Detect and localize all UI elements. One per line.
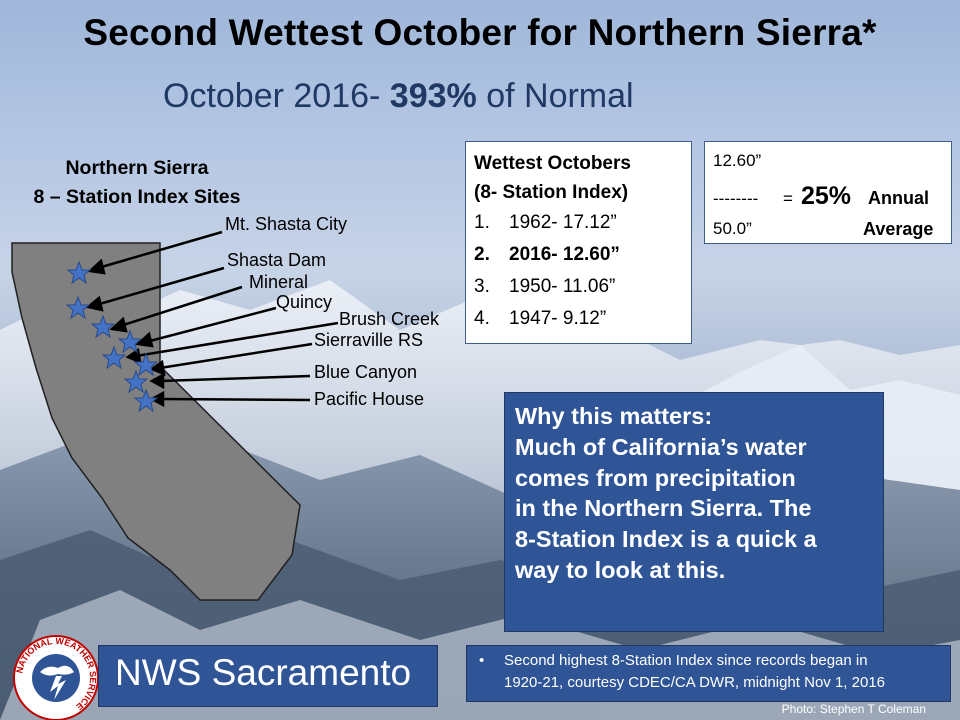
- wettest-row: 2. 2016- 12.60”: [474, 239, 691, 271]
- rank-value: 2016- 12.60”: [509, 244, 620, 265]
- page-title: Second Wettest October for Northern Sier…: [83, 12, 877, 53]
- rank: 2.: [474, 244, 490, 265]
- station-star: [101, 345, 127, 370]
- annual-dashes: --------: [713, 189, 759, 208]
- subtitle-suffix: of Normal: [476, 77, 634, 115]
- photo-credit: Photo: Stephen T Coleman: [781, 702, 926, 716]
- wettest-row: 4. 1947- 9.12”: [474, 303, 691, 335]
- rank-value: 1947- 9.12”: [509, 308, 607, 329]
- footnote-line1: Second highest 8-Station Index since rec…: [504, 652, 868, 669]
- annual-denominator: 50.0”: [713, 219, 752, 238]
- wettest-row: 1. 1962- 17.12”: [474, 207, 691, 239]
- why-line: Why this matters:: [515, 403, 713, 429]
- annual-numerator: 12.60”: [713, 151, 762, 170]
- wettest-heading-line1: Wettest Octobers: [474, 153, 631, 174]
- station-label: Sierraville RS: [314, 330, 424, 350]
- station-star: [123, 369, 149, 394]
- rank-value: 1950- 11.06”: [509, 276, 616, 297]
- why-this-matters-box: Why this matters: Much of California’s w…: [504, 392, 884, 632]
- map-heading: Northern Sierra 8 – Station Index Sites: [12, 154, 262, 212]
- footnote-line2: 1920-21, courtesy CDEC/CA DWR, midnight …: [504, 674, 885, 691]
- annual-percent: 25%: [801, 182, 852, 210]
- average-word: Average: [863, 219, 934, 239]
- why-line: 8-Station Index is a quick a: [515, 526, 817, 553]
- station-star: [66, 260, 92, 285]
- map-heading-line1: Northern Sierra: [65, 157, 209, 179]
- why-line: way to look at this.: [515, 556, 726, 583]
- nws-label: NWS Sacramento: [115, 652, 412, 693]
- station-label: Mineral: [249, 272, 309, 292]
- wettest-row: 3. 1950- 11.06”: [474, 271, 691, 303]
- nws-logo-icon: NATIONAL WEATHER SERVICE: [13, 635, 99, 720]
- rank: 3.: [474, 276, 490, 297]
- station-label: Shasta Dam: [227, 250, 327, 270]
- station-star: [90, 314, 116, 339]
- station-star: [133, 352, 159, 377]
- annual-word: Annual: [868, 188, 929, 208]
- wettest-heading-line2: (8- Station Index): [474, 182, 629, 203]
- wettest-octobers-box: Wettest Octobers (8- Station Index) 1. 19…: [465, 141, 692, 344]
- station-label: Quincy: [276, 292, 333, 312]
- annual-equals: =: [783, 189, 793, 208]
- station-label: Brush Creek: [339, 309, 440, 329]
- subtitle: October 2016- 393% of Normal: [163, 77, 634, 116]
- subtitle-prefix: October 2016-: [163, 77, 390, 115]
- bullet: •: [479, 652, 485, 669]
- station-label: Mt. Shasta City: [225, 214, 348, 234]
- rank: 4.: [474, 308, 490, 329]
- rank: 1.: [474, 212, 490, 233]
- rank-value: 1962- 17.12”: [509, 212, 617, 233]
- station-star: [65, 295, 91, 320]
- station-star: [117, 329, 143, 354]
- why-line: comes from precipitation: [515, 464, 796, 491]
- footnote-box: • Second highest 8-Station Index since r…: [466, 645, 951, 702]
- annual-average-box: 12.60” -------- = 25% Annual 50.0” Avera…: [704, 141, 952, 244]
- station-star: [133, 388, 159, 413]
- california-map: [11, 242, 301, 601]
- subtitle-percent: 393%: [389, 77, 477, 115]
- nws-sacramento-box: NWS Sacramento: [98, 645, 438, 707]
- why-line: in the Northern Sierra. The: [515, 495, 812, 522]
- station-label: Blue Canyon: [314, 362, 418, 382]
- map-heading-line2: 8 – Station Index Sites: [33, 186, 241, 208]
- why-line: Much of California’s water: [515, 433, 807, 460]
- station-label: Pacific House: [314, 389, 425, 409]
